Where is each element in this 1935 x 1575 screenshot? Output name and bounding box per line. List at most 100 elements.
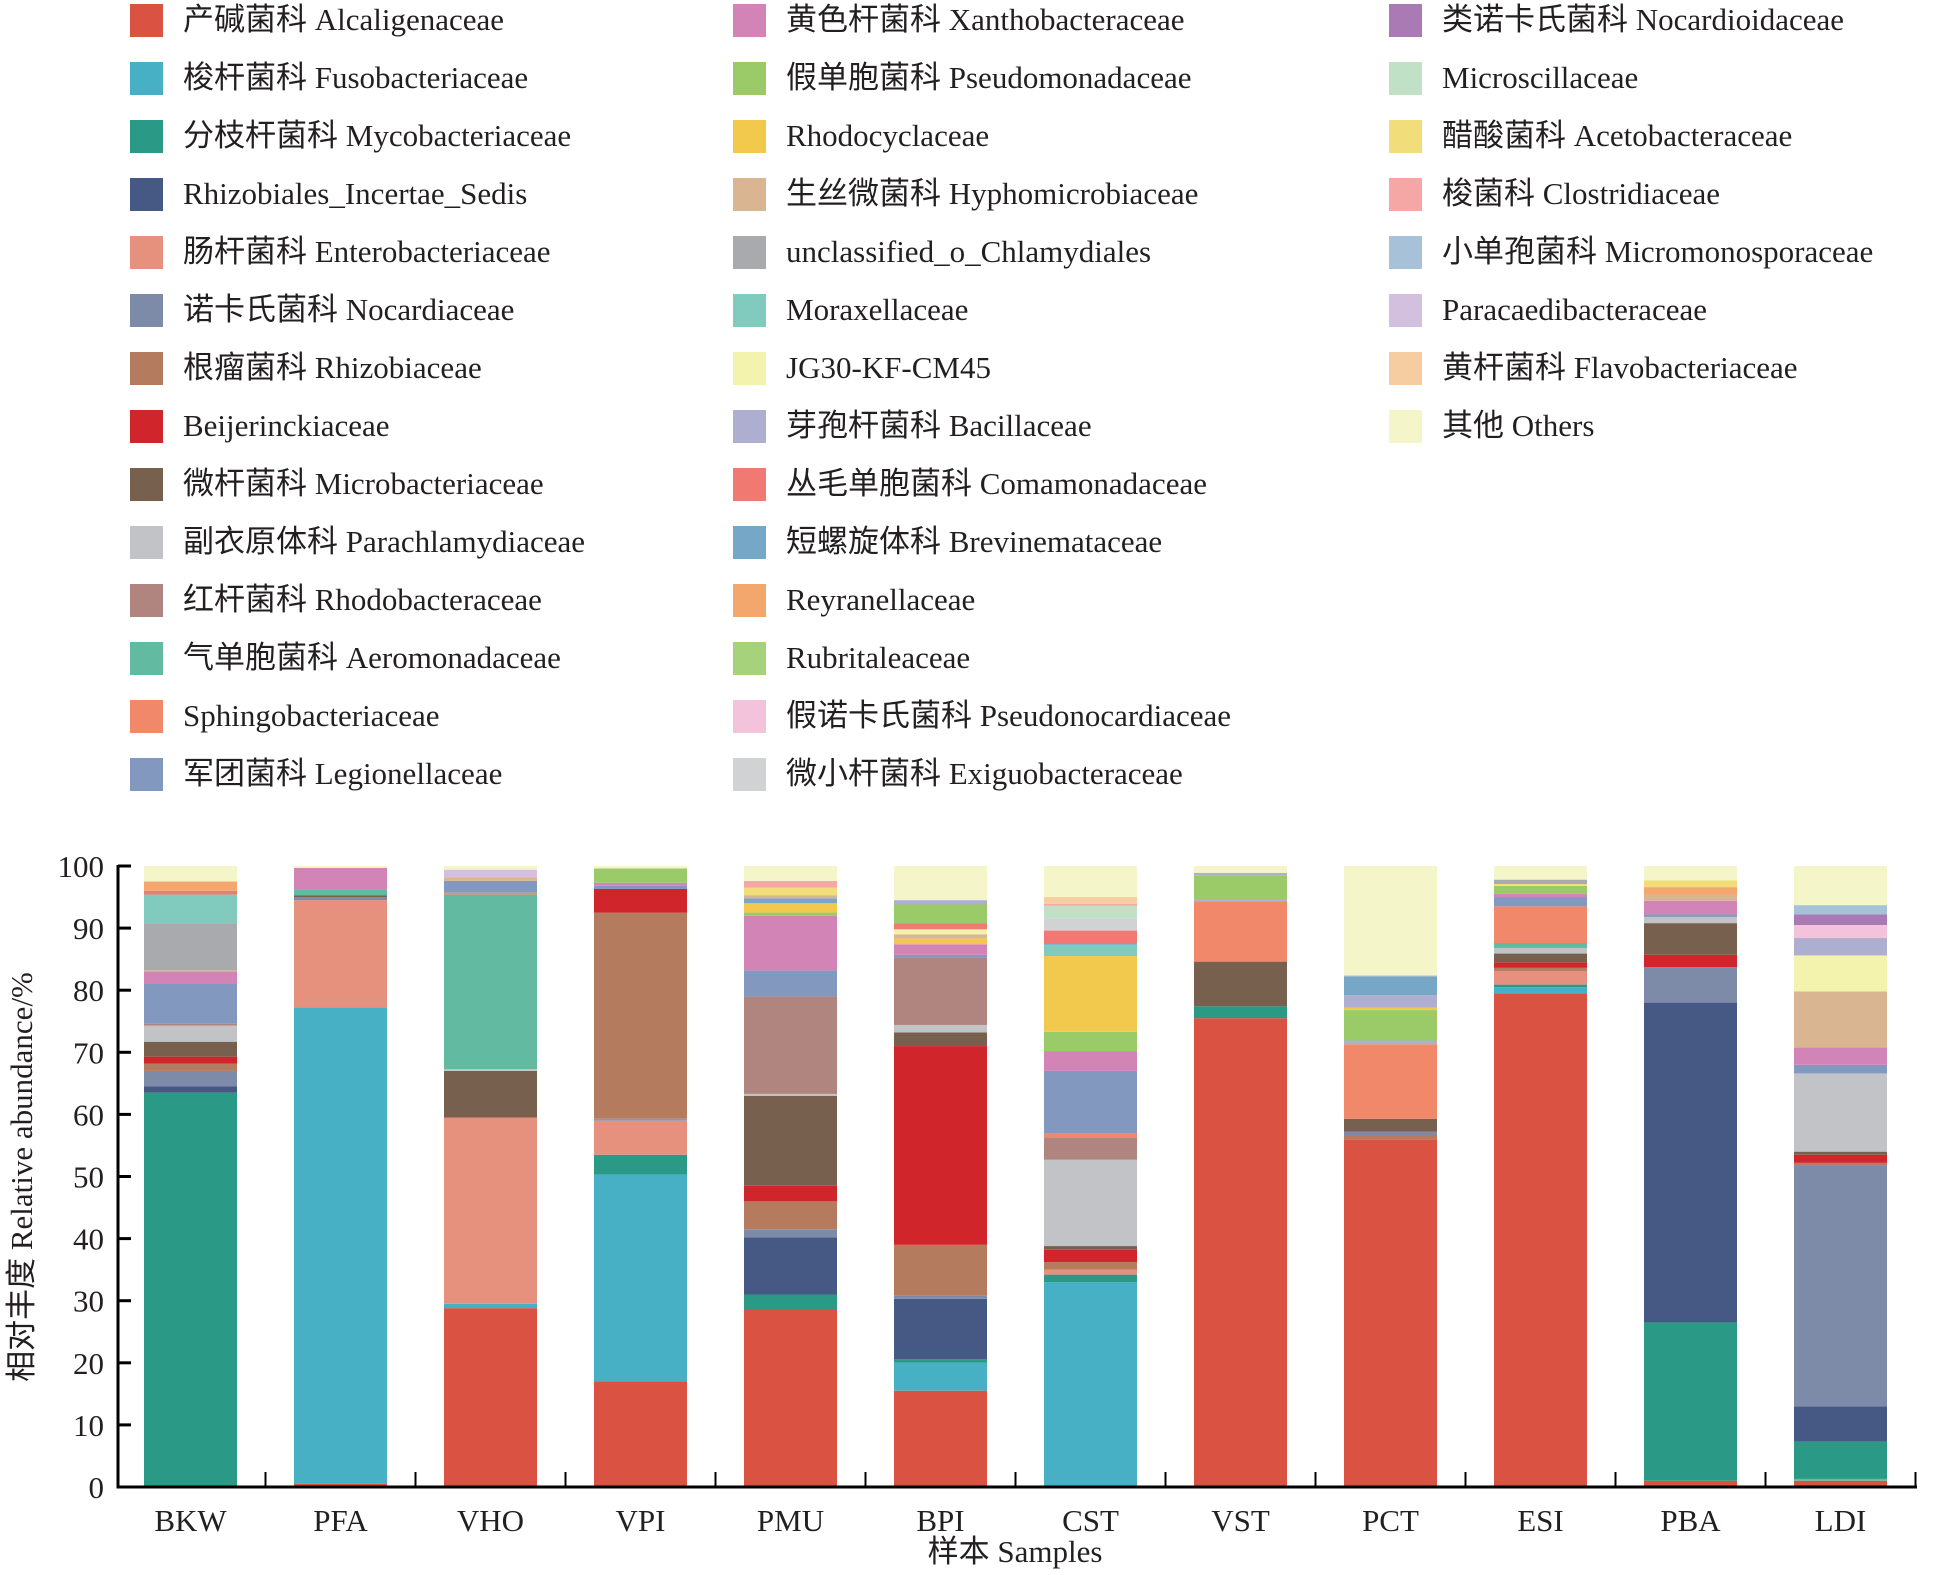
bar-segment [744,970,837,997]
bar-segment [294,866,387,868]
bar-segment [1494,943,1587,948]
bar-segment [1194,866,1287,873]
bar-segment [1644,923,1737,955]
bar-segment [744,1201,837,1230]
bar-segment [1194,1006,1287,1019]
legend-label: 小单孢菌科 Micromonosporaceae [1442,234,1874,269]
bar-segment [1494,906,1587,944]
y-tick-label: 30 [73,1284,104,1319]
legend-item: 假单胞菌科 Pseudomonadaceae [733,58,1191,98]
bar-PBA [1644,866,1737,1487]
bar-segment [894,904,987,924]
x-tick-label: BKW [154,1503,227,1538]
bar-segment [444,869,537,878]
legend-label: 气单胞菌科 Aeromonadaceae [183,640,561,675]
legend-label: Reyranellaceae [786,582,976,617]
bar-segment [594,888,687,913]
bar-segment [1794,1478,1887,1481]
legend-label: Microscillaceae [1442,60,1639,95]
bar-segment [1344,1044,1437,1119]
bar-segment [894,866,987,901]
bar-VHO [444,866,537,1487]
bar-segment [1794,991,1887,1048]
bar-segment [444,1308,537,1487]
x-tick-label: PFA [313,1503,368,1538]
legend-swatch [733,583,766,617]
bar-segment [744,912,837,916]
bar-segment [1344,1010,1437,1041]
legend-label: 肠杆菌科 Enterobacteriaceae [183,234,551,269]
y-axis-title: 相对丰度 Relative abundance/% [4,972,39,1382]
legend-item: 产碱菌科 Alcaligenaceae [130,0,504,40]
bar-segment [744,898,837,904]
legend-label: Rhizobiales_Incertae_Sedis [183,176,528,211]
bar-segment [1044,1159,1137,1247]
bar-segment [1044,956,1137,1032]
bar-segment [1644,1322,1737,1481]
bar-segment [1344,975,1437,977]
bars-group [144,866,1887,1487]
bar-segment [444,877,537,881]
legend-label: Rubritaleaceae [786,640,971,675]
bar-segment [594,1120,687,1155]
legend-item: 类诺卡氏菌科 Nocardioidaceae [1389,0,1844,40]
legend-swatch [733,641,766,675]
legend-swatch [130,293,163,327]
legend-label: Sphingobacteriaceae [183,698,440,733]
bar-segment [1044,918,1137,931]
legend-label: 黄色杆菌科 Xanthobacteraceae [786,2,1185,37]
bar-segment [1194,961,1287,1007]
legend-swatch [1389,235,1422,269]
bar-segment [444,866,537,870]
bar-segment [144,971,237,984]
legend-label: 产碱菌科 Alcaligenaceae [183,2,505,37]
bar-segment [1644,880,1737,888]
bar-PMU [744,866,837,1487]
bar-segment [1644,1480,1737,1487]
bar-segment [294,1483,387,1487]
bar-segment [894,1046,987,1245]
bar-BKW [144,866,237,1487]
bar-segment [894,1298,987,1360]
legend-label: 根瘤菌科 Rhizobiaceae [183,350,482,385]
bar-segment [1794,1406,1887,1442]
bar-segment [594,912,687,1119]
bar-segment [1344,976,1437,996]
bar-segment [1044,905,1137,919]
bar-segment [1044,1262,1137,1270]
bar-segment [594,866,687,869]
bar-ESI [1494,866,1587,1487]
legend-label: Paracaedibacteraceae [1442,292,1707,327]
bar-segment [1344,1139,1437,1487]
legend-swatch [130,641,163,675]
legend-item: 生丝微菌科 Hyphomicrobiaceae [733,174,1198,214]
x-tick-label: VST [1211,1503,1270,1538]
bar-segment [894,1390,987,1487]
bar-segment [894,929,987,935]
legend-label: 梭杆菌科 Fusobacteriaceae [183,60,529,95]
bar-segment [744,1093,837,1096]
bar-segment [1794,938,1887,956]
bar-segment [144,1063,237,1071]
legend-label: 黄杆菌科 Flavobacteriaceae [1442,350,1798,385]
legend-swatch [733,61,766,95]
legend-swatch [130,3,163,37]
legend-item: 假诺卡氏菌科 Pseudonocardiaceae [733,696,1231,736]
y-tick-label: 100 [58,849,105,884]
axes-group: 0 10 20 30 40 50 60 70 80 90 100 BKW PFA VHO VPI PMU BPI… [58,849,1917,1538]
bar-VST [1194,866,1287,1487]
x-tick-label: BPI [916,1503,964,1538]
bar-segment [744,1310,837,1487]
bar-segment [144,1025,237,1042]
legend-item: 短螺旋体科 Brevinemataceae [733,522,1162,562]
bar-segment [444,880,537,893]
bar-segment [1494,897,1587,907]
bar-segment [1044,897,1137,904]
bar-segment [144,923,237,971]
bar-segment [894,1362,987,1391]
legend-item: Moraxellaceae [733,290,968,330]
bar-segment [1794,924,1887,939]
bar-PFA [294,866,387,1487]
bar-segment [1794,1165,1887,1407]
